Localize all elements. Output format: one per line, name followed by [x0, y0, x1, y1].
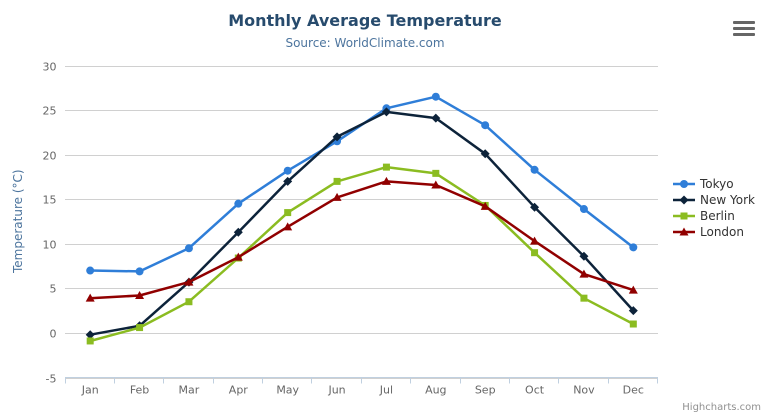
- series-london-marker[interactable]: [530, 236, 540, 245]
- series-berlin-marker[interactable]: [284, 209, 292, 217]
- series-tokyo-marker[interactable]: [234, 199, 243, 208]
- legend-triangle-marker-icon: [673, 227, 695, 236]
- y-axis-tick-label: 25: [43, 105, 57, 118]
- export-menu-button[interactable]: [731, 17, 757, 39]
- series-berlin-marker[interactable]: [432, 169, 440, 177]
- series-new-york-marker[interactable]: [85, 330, 95, 340]
- series-new-york-marker[interactable]: [431, 113, 441, 123]
- series-new-york-marker[interactable]: [381, 107, 391, 117]
- legend-item-new-york[interactable]: New York: [673, 192, 755, 208]
- x-axis-category-label: Nov: [573, 384, 595, 397]
- x-axis-category-label: Mar: [179, 384, 200, 397]
- series-london-marker[interactable]: [283, 222, 293, 231]
- series-new-york-marker[interactable]: [530, 202, 540, 212]
- chart-subtitle: Source: WorldClimate.com: [285, 36, 445, 50]
- series-london-marker[interactable]: [431, 180, 441, 189]
- series-london-marker[interactable]: [233, 252, 243, 261]
- series-new-york-marker[interactable]: [283, 176, 293, 186]
- series-tokyo-marker[interactable]: [629, 243, 638, 252]
- series-tokyo-marker[interactable]: [135, 267, 144, 276]
- x-axis-category-label: Aug: [425, 384, 446, 397]
- chart-title: Monthly Average Temperature: [228, 11, 502, 30]
- legend-diamond-marker-icon: [673, 195, 695, 205]
- legend-item-london[interactable]: London: [673, 224, 755, 240]
- legend-circle-marker-icon: [673, 180, 695, 188]
- series-london-marker[interactable]: [184, 277, 194, 286]
- series-tokyo-marker[interactable]: [184, 244, 193, 253]
- legend-item-label: Tokyo: [700, 177, 734, 191]
- series-tokyo-marker[interactable]: [579, 205, 588, 214]
- series-new-york-marker[interactable]: [332, 132, 342, 142]
- series-tokyo-marker[interactable]: [530, 165, 539, 174]
- legend-item-label: New York: [700, 193, 755, 207]
- series-tokyo-marker[interactable]: [431, 92, 440, 101]
- series-london-marker[interactable]: [381, 176, 391, 185]
- legend-square-marker-icon: [673, 212, 695, 220]
- series-london-marker[interactable]: [85, 293, 95, 302]
- x-axis-category-label: May: [276, 384, 299, 397]
- y-axis-tick-label: 30: [43, 61, 57, 74]
- series-berlin-marker[interactable]: [185, 298, 193, 306]
- x-axis-category-label: Oct: [525, 384, 545, 397]
- x-axis-category-label: Jan: [81, 384, 99, 397]
- series-berlin-marker[interactable]: [382, 163, 390, 171]
- series-new-york-marker[interactable]: [233, 227, 243, 237]
- series-berlin-marker[interactable]: [86, 337, 94, 345]
- series-berlin-marker[interactable]: [531, 249, 539, 257]
- hamburger-icon: [733, 20, 755, 36]
- series-tokyo-marker[interactable]: [481, 121, 490, 130]
- series-london-marker[interactable]: [579, 269, 589, 278]
- series-tokyo-line[interactable]: [88, 95, 635, 273]
- y-axis-tick-label: 20: [43, 150, 57, 163]
- y-axis-tick-label: 10: [43, 239, 57, 252]
- series-berlin-marker[interactable]: [136, 324, 144, 332]
- series-berlin-marker[interactable]: [629, 320, 637, 328]
- legend-item-berlin[interactable]: Berlin: [673, 208, 755, 224]
- legend-item-label: London: [700, 225, 744, 239]
- legend-item-label: Berlin: [700, 209, 735, 223]
- y-axis-tick-label: -5: [46, 373, 57, 386]
- highcharts-credit[interactable]: Highcharts.com: [682, 402, 761, 413]
- x-axis-category-label: Jul: [379, 384, 393, 397]
- x-axis-category-label: Feb: [130, 384, 149, 397]
- x-axis-category-label: Dec: [623, 384, 644, 397]
- series-berlin-line[interactable]: [88, 165, 635, 343]
- series-new-york-line[interactable]: [88, 110, 635, 336]
- series-new-york-marker[interactable]: [628, 306, 638, 316]
- x-axis-category-label: Jun: [327, 384, 345, 397]
- legend-item-tokyo[interactable]: Tokyo: [673, 176, 755, 192]
- y-axis-tick-label: 5: [50, 283, 57, 296]
- series-london-marker[interactable]: [480, 201, 490, 210]
- y-axis-tick-label: 0: [50, 328, 57, 341]
- legend: Tokyo New York Berlin London: [673, 176, 755, 240]
- series-london-marker[interactable]: [628, 285, 638, 294]
- series-london-marker[interactable]: [135, 290, 145, 299]
- series-new-york-marker[interactable]: [480, 149, 490, 159]
- series-new-york-marker[interactable]: [579, 251, 589, 261]
- series-tokyo-marker[interactable]: [283, 166, 292, 175]
- x-axis-category-label: Apr: [229, 384, 249, 397]
- series-tokyo-marker[interactable]: [86, 266, 95, 275]
- series-berlin-marker[interactable]: [333, 177, 341, 185]
- series-berlin-marker[interactable]: [580, 294, 588, 302]
- series-london-marker[interactable]: [332, 192, 342, 201]
- x-axis-category-label: Sep: [475, 384, 496, 397]
- series-london-line[interactable]: [88, 180, 635, 300]
- y-axis-tick-label: 15: [43, 194, 57, 207]
